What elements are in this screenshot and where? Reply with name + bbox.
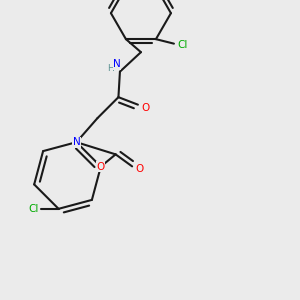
Text: O: O bbox=[97, 162, 105, 172]
Text: O: O bbox=[141, 103, 150, 113]
Text: N: N bbox=[113, 59, 121, 69]
Text: H: H bbox=[108, 64, 114, 73]
Text: N: N bbox=[73, 137, 80, 147]
Text: Cl: Cl bbox=[177, 40, 188, 50]
Text: Cl: Cl bbox=[28, 204, 38, 214]
Text: O: O bbox=[136, 164, 144, 174]
